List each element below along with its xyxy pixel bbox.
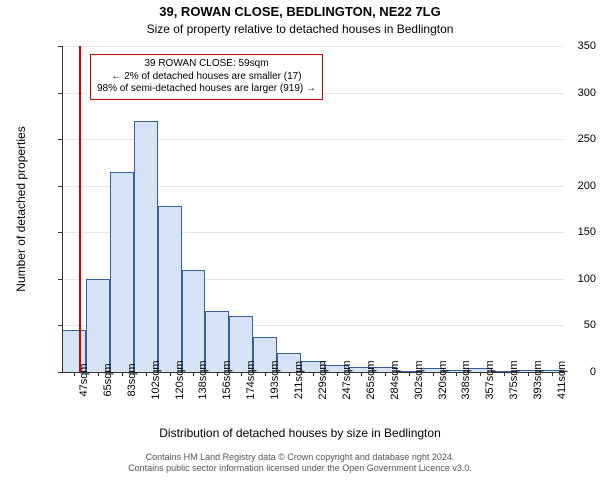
annotation-line-1: 39 ROWAN CLOSE: 59sqm (144, 58, 268, 69)
histogram-bar (134, 121, 158, 372)
ytick-label: 350 (542, 40, 596, 52)
ytick-label: 300 (542, 87, 596, 99)
x-axis-line (62, 372, 564, 373)
x-axis-label: Distribution of detached houses by size … (0, 426, 600, 440)
xtick-label: 211sqm (293, 361, 305, 399)
chart-title: 39, ROWAN CLOSE, BEDLINGTON, NE22 7LG (0, 4, 600, 19)
ytick-label: 150 (542, 226, 596, 238)
xtick-label: 193sqm (269, 360, 281, 399)
xtick-label: 47sqm (78, 363, 90, 396)
xtick-label: 411sqm (556, 361, 568, 399)
annotation-box: 39 ROWAN CLOSE: 59sqm ← 2% of detached ho… (90, 54, 323, 100)
xtick-label: 102sqm (150, 360, 162, 399)
xtick-label: 393sqm (532, 360, 544, 399)
gridline (62, 46, 564, 47)
xtick-label: 174sqm (245, 360, 257, 399)
ytick-label: 200 (542, 180, 596, 192)
chart-subtitle: Size of property relative to detached ho… (0, 22, 600, 36)
ytick-label: 50 (542, 319, 596, 331)
histogram-bar (182, 270, 206, 372)
footer-line-2: Contains public sector information licen… (128, 463, 472, 473)
histogram-bar (158, 206, 182, 372)
histogram-bar (86, 279, 110, 372)
xtick-label: 83sqm (126, 363, 138, 396)
xtick-label: 65sqm (102, 363, 114, 396)
ytick-label: 100 (542, 273, 596, 285)
y-axis-line (62, 46, 63, 372)
xtick-label: 120sqm (174, 360, 186, 399)
xtick-label: 138sqm (197, 360, 209, 399)
xtick-label: 156sqm (221, 360, 233, 399)
marker-line (79, 46, 81, 372)
y-axis-label: Number of detached properties (14, 126, 28, 291)
xtick-label: 375sqm (508, 360, 520, 399)
annotation-line-2: ← 2% of detached houses are smaller (17) (111, 71, 301, 82)
xtick-label: 302sqm (413, 360, 425, 399)
footer-attribution: Contains HM Land Registry data © Crown c… (0, 452, 600, 475)
xtick-label: 338sqm (460, 360, 472, 399)
chart-container: 39, ROWAN CLOSE, BEDLINGTON, NE22 7LG Si… (0, 0, 600, 500)
xtick-label: 247sqm (341, 360, 353, 399)
xtick-label: 229sqm (317, 360, 329, 399)
footer-line-1: Contains HM Land Registry data © Crown c… (146, 452, 455, 462)
xtick-label: 265sqm (365, 360, 377, 399)
ytick-label: 250 (542, 133, 596, 145)
histogram-bar (110, 172, 134, 372)
xtick-label: 284sqm (389, 360, 401, 399)
xtick-label: 320sqm (437, 360, 449, 399)
annotation-line-3: 98% of semi-detached houses are larger (… (97, 83, 316, 94)
xtick-label: 357sqm (484, 360, 496, 399)
